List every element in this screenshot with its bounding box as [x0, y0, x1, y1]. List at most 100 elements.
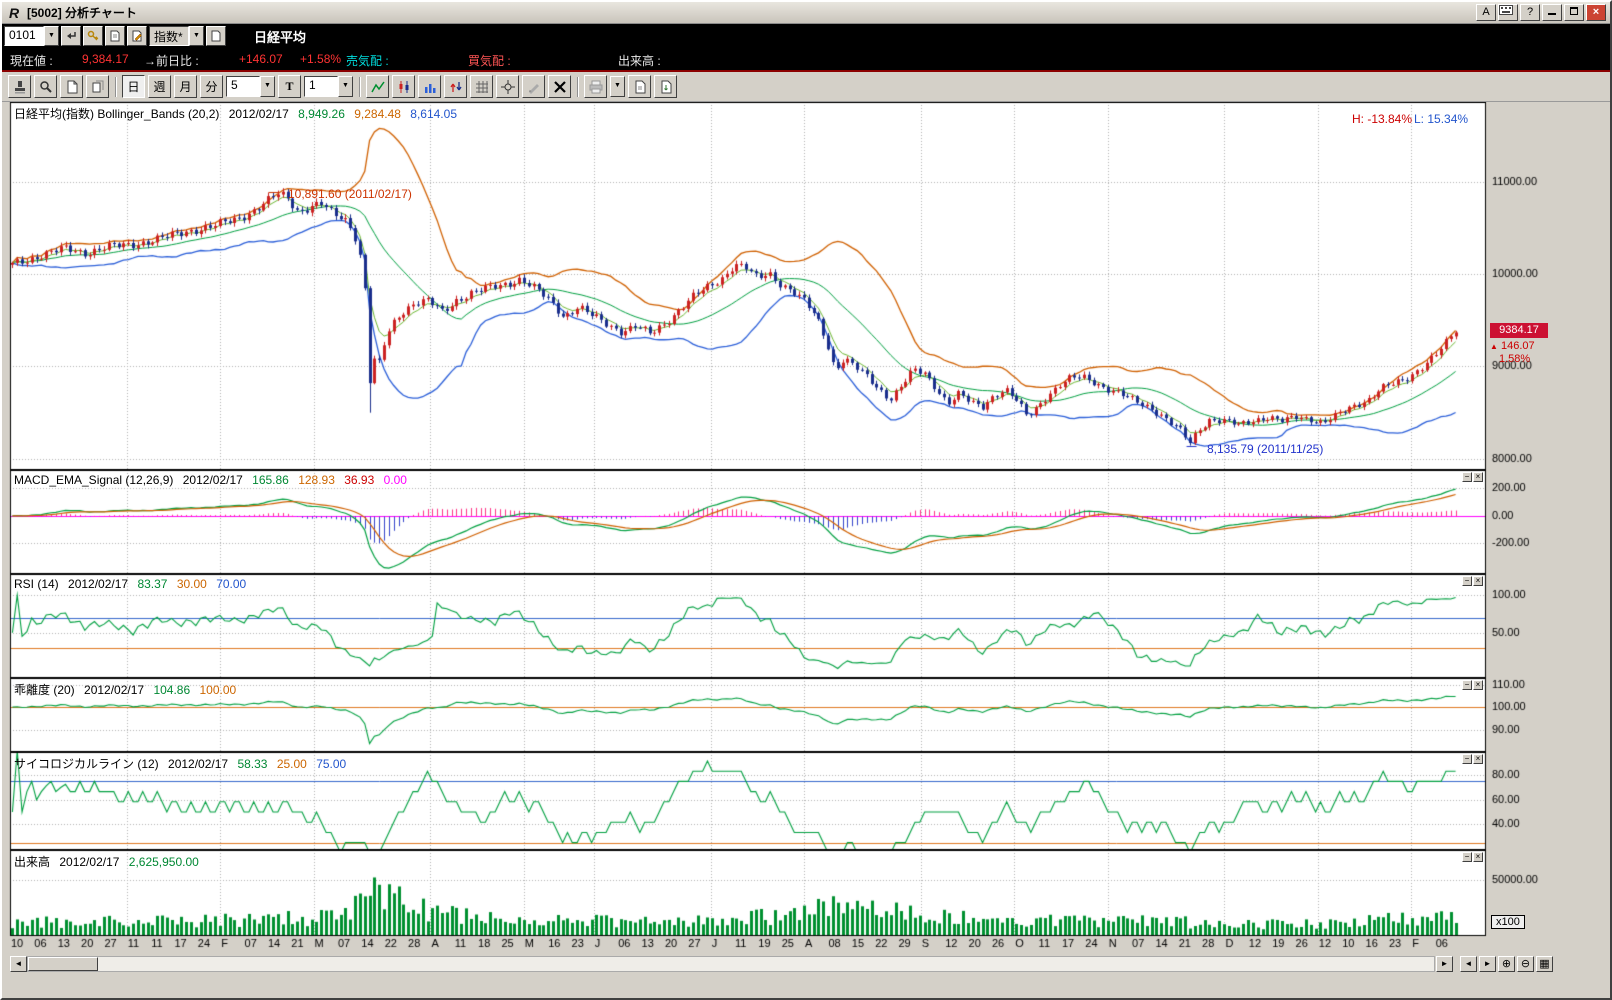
- new-page-icon[interactable]: [60, 75, 83, 98]
- chart-area[interactable]: [2, 102, 1612, 954]
- psych-panel-close-button[interactable]: ×: [1473, 754, 1483, 764]
- up-arrow-icon: ▲: [1490, 342, 1498, 351]
- nav-prev-button[interactable]: ◄: [1460, 956, 1477, 972]
- edit-icon[interactable]: [127, 26, 147, 46]
- memo-icon[interactable]: [105, 26, 125, 46]
- scale-select-value: 1: [304, 76, 338, 97]
- page-icon[interactable]: [206, 26, 226, 46]
- scale-select-dropdown[interactable]: ▼: [338, 76, 353, 97]
- volume-panel-close-button[interactable]: ×: [1473, 852, 1483, 862]
- low-annotation: 8,135.79 (2011/11/25): [1207, 442, 1323, 456]
- bar-chart-icon[interactable]: [418, 75, 441, 98]
- grid-icon[interactable]: [470, 75, 493, 98]
- macd-ema-value: 128.93: [298, 473, 335, 487]
- macd-panel-title: MACD_EMA_Signal (12,26,9): [14, 473, 173, 487]
- symbol-code-dropdown[interactable]: ▼: [44, 26, 59, 46]
- window-title: [5002] 分析チャート: [27, 4, 137, 21]
- stamp-icon[interactable]: [8, 75, 31, 98]
- zoom-in-button[interactable]: ⊕: [1498, 956, 1515, 972]
- period-week-button[interactable]: 週: [148, 75, 171, 98]
- psych-panel-minimize-button[interactable]: −: [1462, 754, 1472, 764]
- price-panel-title: 日経平均(指数) Bollinger_Bands (20,2): [14, 107, 219, 121]
- key-icon[interactable]: [83, 26, 103, 46]
- search-icon[interactable]: [34, 75, 57, 98]
- volume-panel-header: 出来高 2012/02/17 2,625,950.00: [14, 853, 205, 870]
- bars-select-value: 5: [226, 76, 260, 97]
- candlestick-chart-icon[interactable]: [392, 75, 415, 98]
- nav-next-button[interactable]: ►: [1479, 956, 1496, 972]
- period-minute-button[interactable]: 分: [200, 75, 223, 98]
- text-tool-button[interactable]: T: [278, 75, 301, 98]
- print-icon[interactable]: [584, 75, 607, 98]
- keyboard-icon[interactable]: [1498, 4, 1518, 21]
- period-month-button[interactable]: 月: [174, 75, 197, 98]
- kairi-panel-minimize-button[interactable]: −: [1462, 680, 1472, 690]
- scroll-right-button[interactable]: ►: [1436, 956, 1453, 972]
- category-combo[interactable]: 指数* ▼: [149, 26, 204, 46]
- last-change-value: 146.07: [1501, 340, 1535, 352]
- price-panel-date: 2012/02/17: [229, 107, 289, 121]
- back-button[interactable]: [61, 26, 81, 46]
- scrollbar-thumb[interactable]: [28, 957, 98, 971]
- volume-panel-date: 2012/02/17: [59, 855, 119, 869]
- symbol-code-input[interactable]: 0101: [4, 26, 44, 46]
- scroll-left-button[interactable]: ◄: [10, 956, 27, 972]
- symbol-code-combo[interactable]: 0101 ▼: [4, 26, 59, 46]
- period-day-button[interactable]: 日: [122, 75, 145, 98]
- current-price-value: 9,384.17: [82, 52, 129, 66]
- macd-value: 165.86: [252, 473, 289, 487]
- restore-button[interactable]: [1564, 4, 1584, 21]
- category-dropdown[interactable]: ▼: [189, 26, 204, 46]
- quote-info-bar: 現在値 : 9,384.17 →前日比 : +146.07 +1.58% 売気配…: [2, 48, 1610, 70]
- psych-panel-header: サイコロジカルライン (12) 2012/02/17 58.33 25.00 7…: [14, 755, 352, 772]
- clear-x-icon[interactable]: [548, 75, 571, 98]
- psych-panel-date: 2012/02/17: [168, 757, 228, 771]
- last-percent-tag: 1.58%: [1499, 353, 1530, 365]
- volume-panel-minimize-button[interactable]: −: [1462, 852, 1472, 862]
- volume-value: 2,625,950.00: [129, 855, 199, 869]
- scale-select[interactable]: 1 ▼: [304, 76, 353, 97]
- export-page-icon[interactable]: [628, 75, 651, 98]
- bars-select[interactable]: 5 ▼: [226, 76, 275, 97]
- rsi-panel-date: 2012/02/17: [68, 577, 128, 591]
- line-chart-icon[interactable]: [366, 75, 389, 98]
- rsi-lower-value: 30.00: [177, 577, 207, 591]
- current-price-label: 現在値 :: [10, 52, 53, 69]
- bars-select-dropdown[interactable]: ▼: [260, 76, 275, 97]
- close-button[interactable]: ×: [1586, 4, 1606, 21]
- rsi-panel-minimize-button[interactable]: −: [1462, 576, 1472, 586]
- kairi-base-value: 100.00: [199, 683, 236, 697]
- rsi-panel-close-button[interactable]: ×: [1473, 576, 1483, 586]
- toolbar-separator: [115, 77, 116, 97]
- zoom-out-button[interactable]: ⊖: [1517, 956, 1534, 972]
- font-size-button[interactable]: A: [1476, 4, 1496, 21]
- toolbar-separator: [359, 77, 360, 97]
- macd-panel-close-button[interactable]: ×: [1473, 472, 1483, 482]
- macd-panel-header: MACD_EMA_Signal (12,26,9) 2012/02/17 165…: [14, 473, 413, 487]
- app-logo-icon: R: [6, 5, 22, 21]
- crosshair-icon[interactable]: [496, 75, 519, 98]
- kairi-panel-date: 2012/02/17: [84, 683, 144, 697]
- low-percent-label: L: 15.34%: [1414, 112, 1468, 126]
- copy-page-icon[interactable]: [86, 75, 109, 98]
- kairi-panel-header: 乖離度 (20) 2012/02/17 104.86 100.00: [14, 681, 242, 698]
- bb-lower-value: 8,614.05: [410, 107, 457, 121]
- help-button[interactable]: ?: [1520, 4, 1540, 21]
- updown-arrows-icon[interactable]: [444, 75, 467, 98]
- layout-grid-button[interactable]: ▦: [1536, 956, 1553, 972]
- scrollbar-track[interactable]: [27, 956, 1435, 972]
- restore-icon: [1570, 7, 1578, 15]
- kairi-panel-close-button[interactable]: ×: [1473, 680, 1483, 690]
- price-panel-header: 日経平均(指数) Bollinger_Bands (20,2) 2012/02/…: [14, 105, 463, 122]
- minimize-button[interactable]: [1542, 4, 1562, 21]
- bid-label: 買気配 :: [468, 52, 511, 69]
- save-page-icon[interactable]: [654, 75, 677, 98]
- kairi-value: 104.86: [153, 683, 190, 697]
- macd-panel-minimize-button[interactable]: −: [1462, 472, 1472, 482]
- volume-label: 出来高 :: [618, 52, 661, 69]
- bb-upper-value: 9,284.48: [354, 107, 401, 121]
- draw-pencil-icon[interactable]: [522, 75, 545, 98]
- volume-unit-tag: x100: [1491, 915, 1525, 929]
- print-dropdown[interactable]: ▼: [610, 76, 625, 97]
- quote-bar: 0101 ▼ 指数* ▼ 日経平均: [2, 24, 1610, 48]
